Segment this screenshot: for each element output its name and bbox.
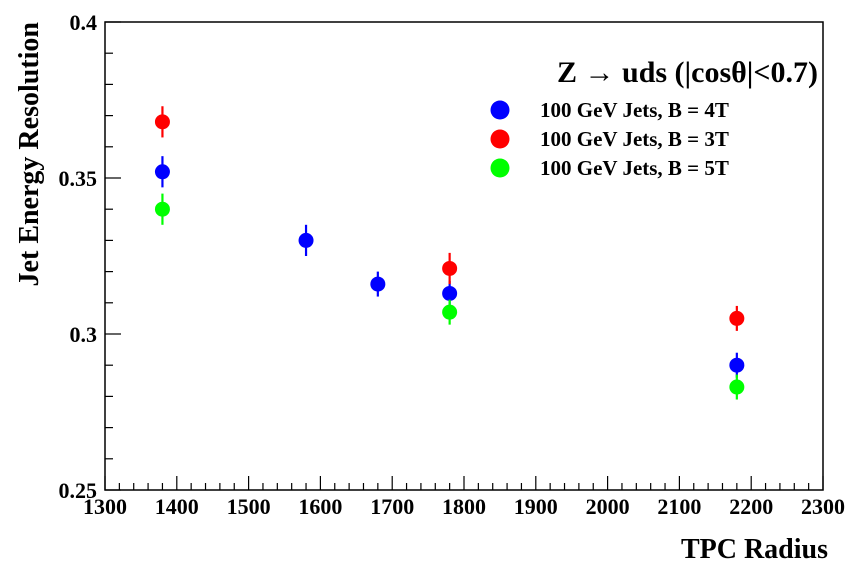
x-axis-tick-labels: 1300 1400 1500 1600 1700 1800 1900 2000 2100 2200… <box>83 494 845 519</box>
y-axis-ticks <box>105 21 121 491</box>
legend: 100 GeV Jets, B = 4T 100 GeV Jets, B = 3T… <box>490 98 729 180</box>
legend-title: Z → uds (|cosθ|<0.7) <box>557 56 818 89</box>
data-point <box>370 276 386 292</box>
x-tick-label: 1900 <box>514 494 558 519</box>
x-tick-label: 1300 <box>83 494 127 519</box>
x-axis-title: TPC Radius <box>681 534 828 565</box>
data-point <box>298 232 314 248</box>
x-tick-label: 1700 <box>370 494 414 519</box>
y-tick-label: 0.25 <box>59 478 98 503</box>
legend-label: 100 GeV Jets, B = 5T <box>540 156 729 180</box>
x-tick-label: 2000 <box>586 494 630 519</box>
y-tick-label: 0.4 <box>70 10 98 35</box>
x-tick-label: 1400 <box>155 494 199 519</box>
data-point <box>154 114 170 130</box>
y-axis-title: Jet Energy Resolution <box>14 22 45 287</box>
x-axis-ticks <box>104 476 824 490</box>
x-tick-label: 1600 <box>298 494 342 519</box>
series-1 <box>154 156 745 378</box>
data-point <box>442 260 458 276</box>
data-point <box>729 357 745 373</box>
data-series <box>154 106 745 400</box>
data-point <box>442 285 458 301</box>
legend-marker <box>490 158 510 178</box>
x-tick-label: 1500 <box>227 494 271 519</box>
data-point <box>729 310 745 326</box>
x-tick-label: 2300 <box>801 494 845 519</box>
data-point <box>154 164 170 180</box>
legend-label: 100 GeV Jets, B = 3T <box>540 127 729 151</box>
x-tick-label: 1800 <box>442 494 486 519</box>
data-point <box>729 379 745 395</box>
plot-frame <box>104 21 824 491</box>
legend-marker <box>490 129 510 149</box>
series-3 <box>154 193 745 400</box>
y-axis-tick-labels: 0.25 0.3 0.35 0.4 <box>59 10 98 503</box>
y-tick-label: 0.3 <box>70 322 98 347</box>
legend-label: 100 GeV Jets, B = 4T <box>540 98 729 122</box>
legend-marker <box>490 100 510 120</box>
x-tick-label: 2200 <box>729 494 773 519</box>
x-tick-label: 2100 <box>657 494 701 519</box>
data-point <box>442 304 458 320</box>
y-tick-label: 0.35 <box>59 166 98 191</box>
series-2 <box>154 106 745 331</box>
data-point <box>154 201 170 217</box>
